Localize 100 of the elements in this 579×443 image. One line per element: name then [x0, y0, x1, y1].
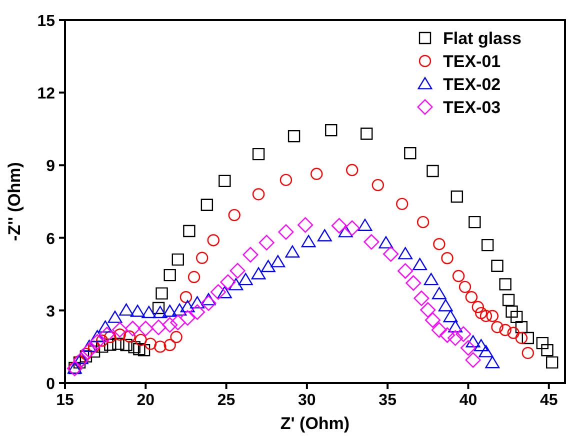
point	[398, 263, 414, 279]
point	[458, 280, 472, 294]
point	[338, 225, 353, 238]
point	[360, 128, 373, 140]
point	[522, 346, 534, 360]
point	[536, 336, 549, 350]
point	[190, 296, 204, 308]
point	[150, 320, 166, 336]
point	[541, 344, 554, 356]
point	[81, 342, 97, 358]
x-tick-label: 45	[540, 392, 558, 409]
point	[180, 300, 195, 312]
point	[502, 294, 515, 306]
point	[170, 330, 182, 344]
point	[210, 284, 226, 300]
point	[396, 198, 408, 210]
point	[424, 272, 438, 286]
point	[522, 332, 534, 344]
point	[280, 174, 292, 186]
point	[420, 302, 436, 318]
point	[90, 330, 104, 342]
point	[406, 275, 422, 291]
legend-label: TEX-01	[443, 52, 501, 71]
y-tick-label: 12	[37, 86, 56, 103]
point	[433, 238, 446, 250]
point	[278, 224, 294, 240]
point	[499, 324, 512, 336]
point	[440, 327, 456, 343]
point	[301, 234, 316, 248]
point	[156, 287, 168, 300]
point	[196, 252, 208, 264]
point	[99, 326, 115, 342]
point	[331, 218, 347, 234]
point	[372, 178, 384, 192]
point	[164, 268, 176, 282]
point	[472, 300, 484, 314]
point	[164, 338, 176, 352]
point	[448, 330, 464, 346]
y-tick-label: 9	[46, 158, 56, 176]
y-tick-label: 3	[46, 303, 56, 320]
y-axis-title: -Z'' (Ohm)	[5, 162, 24, 241]
point	[424, 312, 440, 328]
point	[480, 310, 492, 322]
point	[481, 238, 494, 252]
point	[452, 270, 465, 282]
point	[252, 188, 265, 200]
point	[515, 332, 528, 344]
legend-label: TEX-02	[443, 75, 501, 94]
point	[251, 267, 266, 280]
point	[383, 246, 399, 262]
point	[499, 278, 512, 290]
point	[310, 168, 323, 180]
point	[485, 356, 500, 368]
point	[252, 148, 265, 160]
point	[128, 341, 140, 354]
point	[138, 344, 150, 356]
point	[134, 334, 147, 346]
point	[441, 252, 454, 264]
point	[152, 302, 165, 314]
point	[230, 262, 246, 278]
point	[188, 270, 200, 284]
point	[82, 340, 96, 352]
point	[288, 130, 300, 142]
x-tick-label: 40	[459, 392, 478, 409]
point	[466, 335, 480, 348]
point	[162, 304, 178, 317]
point	[200, 198, 214, 211]
point	[298, 217, 314, 233]
point	[443, 310, 458, 322]
x-axis-title: Z' (Ohm)	[280, 414, 350, 433]
point	[98, 320, 113, 333]
point	[414, 290, 430, 306]
point	[74, 352, 88, 364]
point	[104, 338, 116, 351]
y-tick-label: 6	[46, 230, 56, 248]
point	[73, 352, 89, 368]
point	[426, 164, 439, 178]
point	[478, 345, 494, 358]
point	[456, 326, 472, 342]
point	[190, 304, 206, 320]
y-tick-label: 15	[37, 13, 56, 30]
x-tick-label: 20	[136, 392, 155, 409]
point	[506, 306, 518, 318]
point	[183, 224, 196, 238]
point	[344, 220, 360, 236]
point	[465, 352, 481, 368]
point	[200, 295, 216, 311]
legend-label: Flat glass	[443, 29, 522, 48]
point	[152, 306, 168, 318]
point	[486, 310, 499, 322]
point	[378, 236, 394, 248]
point	[242, 246, 258, 262]
point	[465, 291, 478, 304]
point	[346, 164, 358, 176]
point	[431, 322, 447, 338]
point	[144, 338, 157, 350]
point	[491, 321, 504, 334]
point	[172, 253, 184, 266]
point	[448, 320, 463, 332]
x-tick-label: 35	[378, 392, 397, 409]
